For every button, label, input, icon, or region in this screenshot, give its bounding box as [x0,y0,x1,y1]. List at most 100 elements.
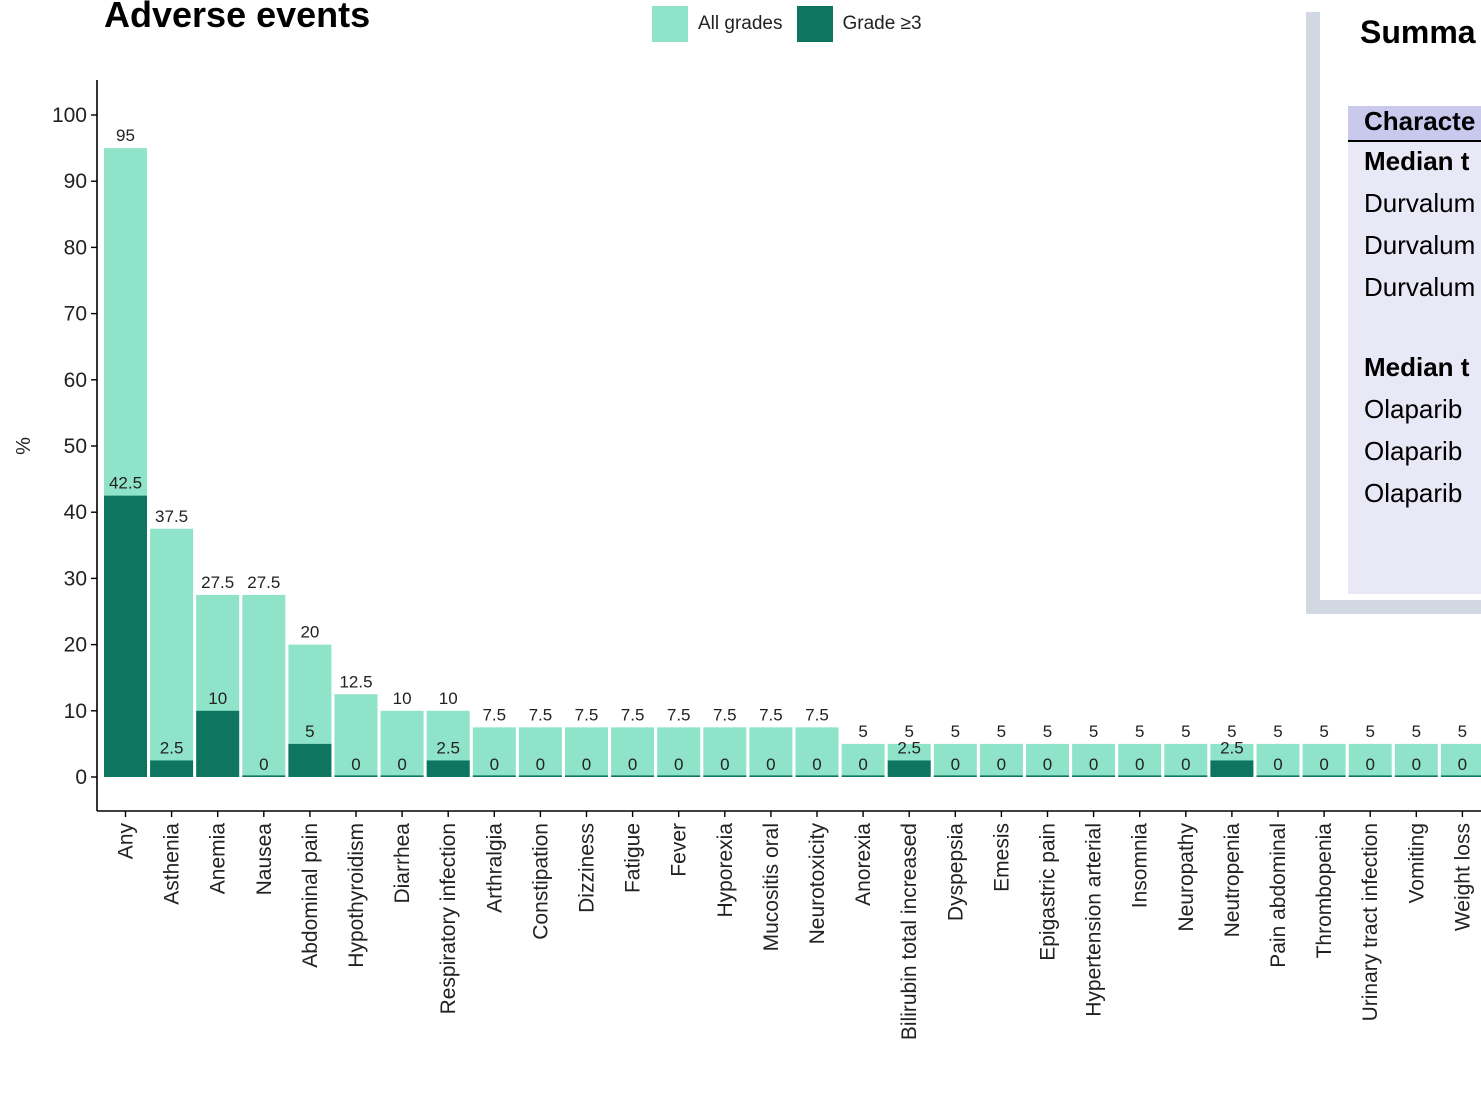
bar-grade3-insomnia [1118,775,1162,777]
x-tick-label-hypertension-arterial: Hypertension arterial [1083,823,1106,1017]
table-row: Durvalum [1364,230,1476,260]
x-tick-label-insomnia: Insomnia [1129,823,1152,909]
bar-grade3-neuropathy [1164,775,1208,777]
data-label-all-grades: 10 [439,689,458,708]
bar-grade3-fatigue [611,775,655,777]
legend-label-all-grades: All grades [698,13,783,34]
data-label-all-grades: 7.5 [482,705,506,724]
data-label-all-grades: 7.5 [621,705,645,724]
bar-grade3-hypertension-arterial [1072,775,1116,777]
legend-swatch-all-grades [652,6,688,42]
x-tick-label-hyporexia: Hyporexia [714,823,737,918]
data-label-all-grades: 7.5 [575,705,599,724]
data-label-all-grades: 7.5 [713,705,737,724]
bar-grade3-hyporexia [703,775,747,777]
data-label-grade3: 0 [259,755,268,774]
legend-swatch-grade-3 [796,6,833,42]
table-header: Characte [1348,106,1481,142]
bar-grade3-respiratory-infection [426,760,470,777]
data-label-all-grades: 5 [1089,722,1098,741]
x-tick-label-respiratory-infection: Respiratory infection [437,823,460,1014]
data-label-grade3: 2.5 [436,738,460,757]
bar-grade3-epigastric-pain [1026,775,1069,777]
bar-all-grades-arthralgia [472,727,516,777]
data-label-grade3: 0 [1135,755,1144,774]
x-tick-label-vomiting: Vomiting [1405,823,1428,904]
bar-grade3-pain-abdominal [1256,775,1300,777]
data-label-grade3: 0 [1319,755,1328,774]
bar-all-grades-anorexia [841,743,885,777]
data-label-all-grades: 37.5 [155,507,188,526]
bar-grade3-vomiting [1394,775,1438,777]
bar-grade3-thrombopenia [1302,775,1346,777]
data-label-grade3: 0 [674,755,683,774]
x-tick-label-thrombopenia: Thrombopenia [1313,823,1336,959]
data-label-all-grades: 5 [1365,722,1374,741]
bar-grade3-bilirubin-total-increased [887,760,931,777]
bar-all-grades-vomiting [1394,743,1438,777]
data-label-all-grades: 7.5 [667,705,691,724]
y-tick-label: 80 [64,236,87,259]
y-tick-label: 100 [52,104,87,127]
bar-grade3-emesis [979,775,1023,777]
data-label-all-grades: 10 [393,689,412,708]
y-tick-label: 90 [64,170,87,193]
table-row: Olaparib [1364,394,1463,424]
bar-grade3-neurotoxicity [795,775,839,777]
data-label-grade3: 0 [951,755,960,774]
x-tick-label-neutropenia: Neutropenia [1221,823,1244,938]
data-label-all-grades: 27.5 [201,573,234,592]
data-label-grade3: 42.5 [109,474,142,493]
summary-panel: Summa Characte Median t Durvalum Durvalu… [1306,12,1481,614]
bar-all-grades-neuropathy [1164,743,1208,777]
data-label-grade3: 0 [858,755,867,774]
y-tick-label: 70 [64,303,87,326]
data-label-all-grades: 7.5 [529,705,553,724]
x-tick-label-anemia: Anemia [207,823,230,895]
data-label-all-grades: 5 [1458,722,1467,741]
data-label-all-grades: 5 [1273,722,1282,741]
data-label-all-grades: 5 [1227,722,1236,741]
bar-all-grades-weight-loss [1440,743,1481,777]
bar-all-grades-dyspepsia [933,743,977,777]
x-tick-label-constipation: Constipation [529,823,552,940]
chart-title: Adverse events [104,0,371,35]
legend: All grades Grade ≥3 [652,6,936,42]
data-label-grade3: 2.5 [1220,738,1244,757]
y-tick-label: 20 [64,634,87,657]
bar-all-grades-urinary-tract-infection [1348,743,1392,777]
data-label-grade3: 0 [628,755,637,774]
data-label-grade3: 0 [720,755,729,774]
table-row: Olaparib [1364,436,1463,466]
bar-grade3-hypothyroidism [334,775,378,777]
bar-all-grades-hypertension-arterial [1072,743,1116,777]
data-label-all-grades: 5 [1135,722,1144,741]
data-label-all-grades: 5 [1043,722,1052,741]
bar-grade3-constipation [518,775,562,777]
x-tick-label-urinary-tract-infection: Urinary tract infection [1359,823,1382,1021]
bar-all-grades-insomnia [1118,743,1162,777]
data-label-all-grades: 12.5 [339,672,372,691]
data-label-all-grades: 5 [1412,722,1421,741]
data-label-grade3: 0 [997,755,1006,774]
bar-grade3-asthenia [150,760,194,777]
data-label-grade3: 2.5 [160,738,184,757]
bar-grade3-anorexia [841,775,885,777]
y-tick-label: 40 [64,501,87,524]
x-tick-label-weight-loss: Weight loss [1451,823,1474,931]
bar-grade3-fever [657,775,701,777]
x-tick-label-pain-abdominal: Pain abdominal [1267,823,1290,968]
y-axis-label: % [13,437,35,455]
data-label-all-grades: 7.5 [805,705,829,724]
x-tick-label-fever: Fever [668,823,691,877]
bar-grade3-nausea [242,775,286,777]
y-tick-label: 30 [64,567,87,590]
bar-all-grades-epigastric-pain [1026,743,1069,777]
bar-grade3-dyspepsia [933,775,977,777]
data-label-all-grades: 5 [858,722,867,741]
data-label-grade3: 0 [351,755,360,774]
data-label-grade3: 0 [1412,755,1421,774]
data-label-all-grades: 95 [116,126,135,145]
data-label-grade3: 10 [208,689,227,708]
